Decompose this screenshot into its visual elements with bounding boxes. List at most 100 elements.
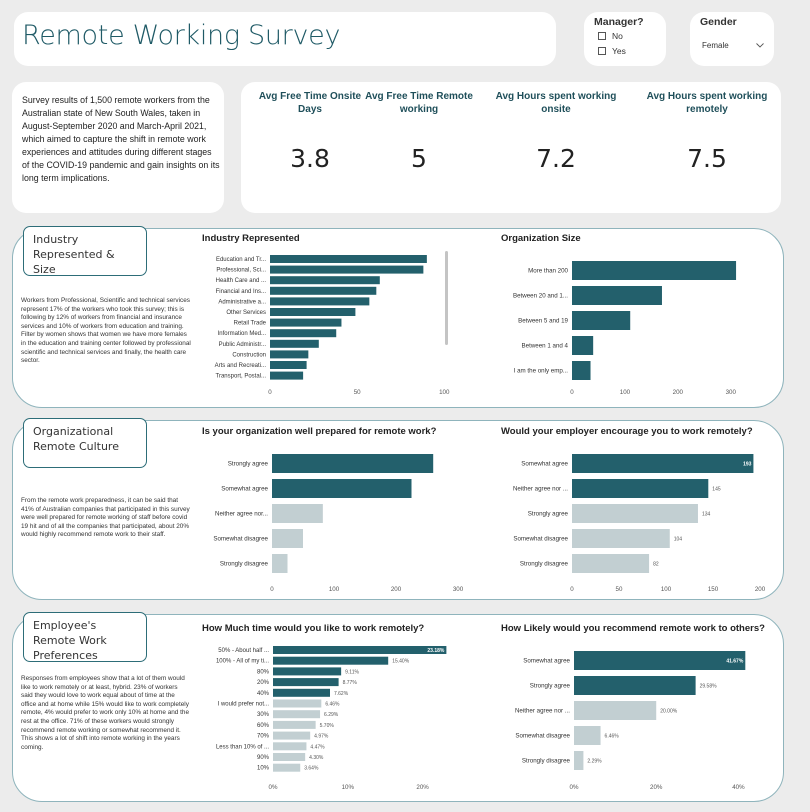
category-label: Strongly agree xyxy=(228,461,269,468)
data-label: 2.29% xyxy=(587,759,602,765)
bar xyxy=(273,753,306,761)
bar xyxy=(270,255,427,263)
x-tick-label: 200 xyxy=(391,586,402,593)
category-label: Information Med... xyxy=(218,331,267,337)
checkbox-icon[interactable] xyxy=(598,47,606,55)
category-label: 50% - About half ... xyxy=(218,648,269,654)
bar xyxy=(270,329,337,338)
bar xyxy=(273,678,339,687)
category-label: Less than 10% of ... xyxy=(216,744,269,750)
x-tick-label: 300 xyxy=(453,586,464,593)
kpi-label: Avg Free Time Onsite Days xyxy=(258,91,362,115)
bar xyxy=(273,688,330,697)
manager-option-no[interactable]: No xyxy=(598,31,623,41)
x-tick-label: 0% xyxy=(269,784,278,791)
category-label: 40% xyxy=(257,691,270,697)
category-label: Strongly agree xyxy=(528,511,569,518)
page-title: Remote Working Survey xyxy=(22,20,341,51)
bar xyxy=(572,529,670,548)
x-tick-label: 200 xyxy=(755,586,766,593)
bar xyxy=(270,308,356,316)
x-tick-label: 150 xyxy=(708,586,719,593)
manager-option-yes[interactable]: Yes xyxy=(598,46,626,56)
kpi-value: 5 xyxy=(411,144,427,173)
manager-slicer-title: Manager? xyxy=(594,16,644,28)
data-label: 4.97% xyxy=(314,734,329,740)
data-label: 5.70% xyxy=(320,723,335,729)
kpi-label: Avg Free Time Remote working xyxy=(365,91,473,115)
kpi-label: Avg Hours spent working remotely xyxy=(646,91,768,115)
bar xyxy=(574,676,696,695)
bar xyxy=(270,286,377,295)
chart-title: Organization Size xyxy=(501,233,581,244)
category-label: Neither agree nor ... xyxy=(513,486,568,493)
category-label: Neither agree nor... xyxy=(215,511,268,518)
category-label: 80% xyxy=(257,669,270,675)
data-label: 3.64% xyxy=(304,766,319,772)
category-label: Public Administr... xyxy=(219,342,267,348)
manager-option-no-label: No xyxy=(612,31,623,41)
bar xyxy=(270,318,342,327)
x-tick-label: 50 xyxy=(354,389,361,396)
category-label: Other Services xyxy=(226,310,266,316)
bar xyxy=(574,701,657,720)
bar xyxy=(272,504,323,523)
x-tick-label: 100 xyxy=(329,586,340,593)
category-label: Arts and Recreati... xyxy=(215,363,267,369)
chart-encourage: Would your employer encourage you to wor… xyxy=(501,426,766,596)
chart-title: How Much time would you like to work rem… xyxy=(202,623,425,634)
category-label: Somewhat agree xyxy=(221,486,268,493)
data-label: 145 xyxy=(712,487,721,493)
chart-title: Is your organization well prepared for r… xyxy=(202,426,437,437)
chevron-down-icon[interactable] xyxy=(756,42,764,48)
data-label: 7.62% xyxy=(334,691,349,697)
chart-prepared: Is your organization well prepared for r… xyxy=(202,426,464,596)
data-label: 41.67% xyxy=(726,659,744,665)
category-label: I am the only emp... xyxy=(514,368,569,375)
data-label: 20.00% xyxy=(660,709,678,715)
kpi-label: Avg Hours spent working onsite xyxy=(495,91,617,115)
category-label: Retail Trade xyxy=(234,321,267,327)
kpi-value: 7.5 xyxy=(687,144,727,173)
category-label: Somewhat agree xyxy=(521,461,568,468)
section-text: From the remote work preparedness, it ca… xyxy=(21,497,190,539)
category-label: Strongly agree xyxy=(530,683,571,690)
gender-dropdown[interactable]: Female xyxy=(702,36,764,54)
data-label: 15.40% xyxy=(392,659,410,665)
chart-work-time-plot: 0% 10% 20% 50% - About half ... 23.18% 100% -… xyxy=(216,646,447,791)
category-label: 70% xyxy=(257,734,270,740)
kpi-hours-remote: Avg Hours spent working remotely 7.5 xyxy=(645,90,769,173)
category-label: Strongly disagree xyxy=(522,758,571,765)
gender-slicer-title: Gender xyxy=(700,16,737,28)
section-text: Responses from employees show that a lot… xyxy=(21,675,190,751)
scrollbar[interactable] xyxy=(445,251,449,345)
x-tick-label: 0% xyxy=(570,784,579,791)
bar xyxy=(270,276,380,285)
chart-work-time: How Much time would you like to work rem… xyxy=(202,623,464,795)
category-label: Between 1 and 4 xyxy=(522,343,569,350)
category-label: Strongly disagree xyxy=(520,561,569,568)
x-tick-label: 40% xyxy=(732,784,745,791)
category-label: Health Care and ... xyxy=(216,278,267,284)
section-text: Workers from Professional, Scientific an… xyxy=(21,297,191,365)
bar xyxy=(272,454,434,473)
manager-slicer: Manager? No Yes xyxy=(584,12,666,66)
chart-org-size-plot: 0 100 200 300 More than 200 Between 20 and 1.… xyxy=(513,261,737,396)
x-tick-label: 0 xyxy=(570,586,574,593)
chart-encourage-plot: 0 50 100 150 200 Somewhat agree 193 Neither agr… xyxy=(513,454,766,593)
bar xyxy=(273,763,301,772)
bar xyxy=(572,504,698,523)
bar xyxy=(572,261,737,280)
data-label: 104 xyxy=(674,537,683,543)
x-tick-label: 300 xyxy=(726,389,737,396)
bar xyxy=(270,297,370,306)
bar xyxy=(273,646,447,654)
category-label: Construction xyxy=(232,352,266,358)
checkbox-icon[interactable] xyxy=(598,32,606,40)
x-tick-label: 0 xyxy=(270,586,274,593)
category-label: Between 5 and 19 xyxy=(518,318,568,325)
section-header: Employee's Remote Work Preferences xyxy=(23,612,147,662)
bar xyxy=(272,529,303,548)
survey-description: Survey results of 1,500 remote workers f… xyxy=(22,95,220,183)
category-label: 30% xyxy=(257,712,270,718)
